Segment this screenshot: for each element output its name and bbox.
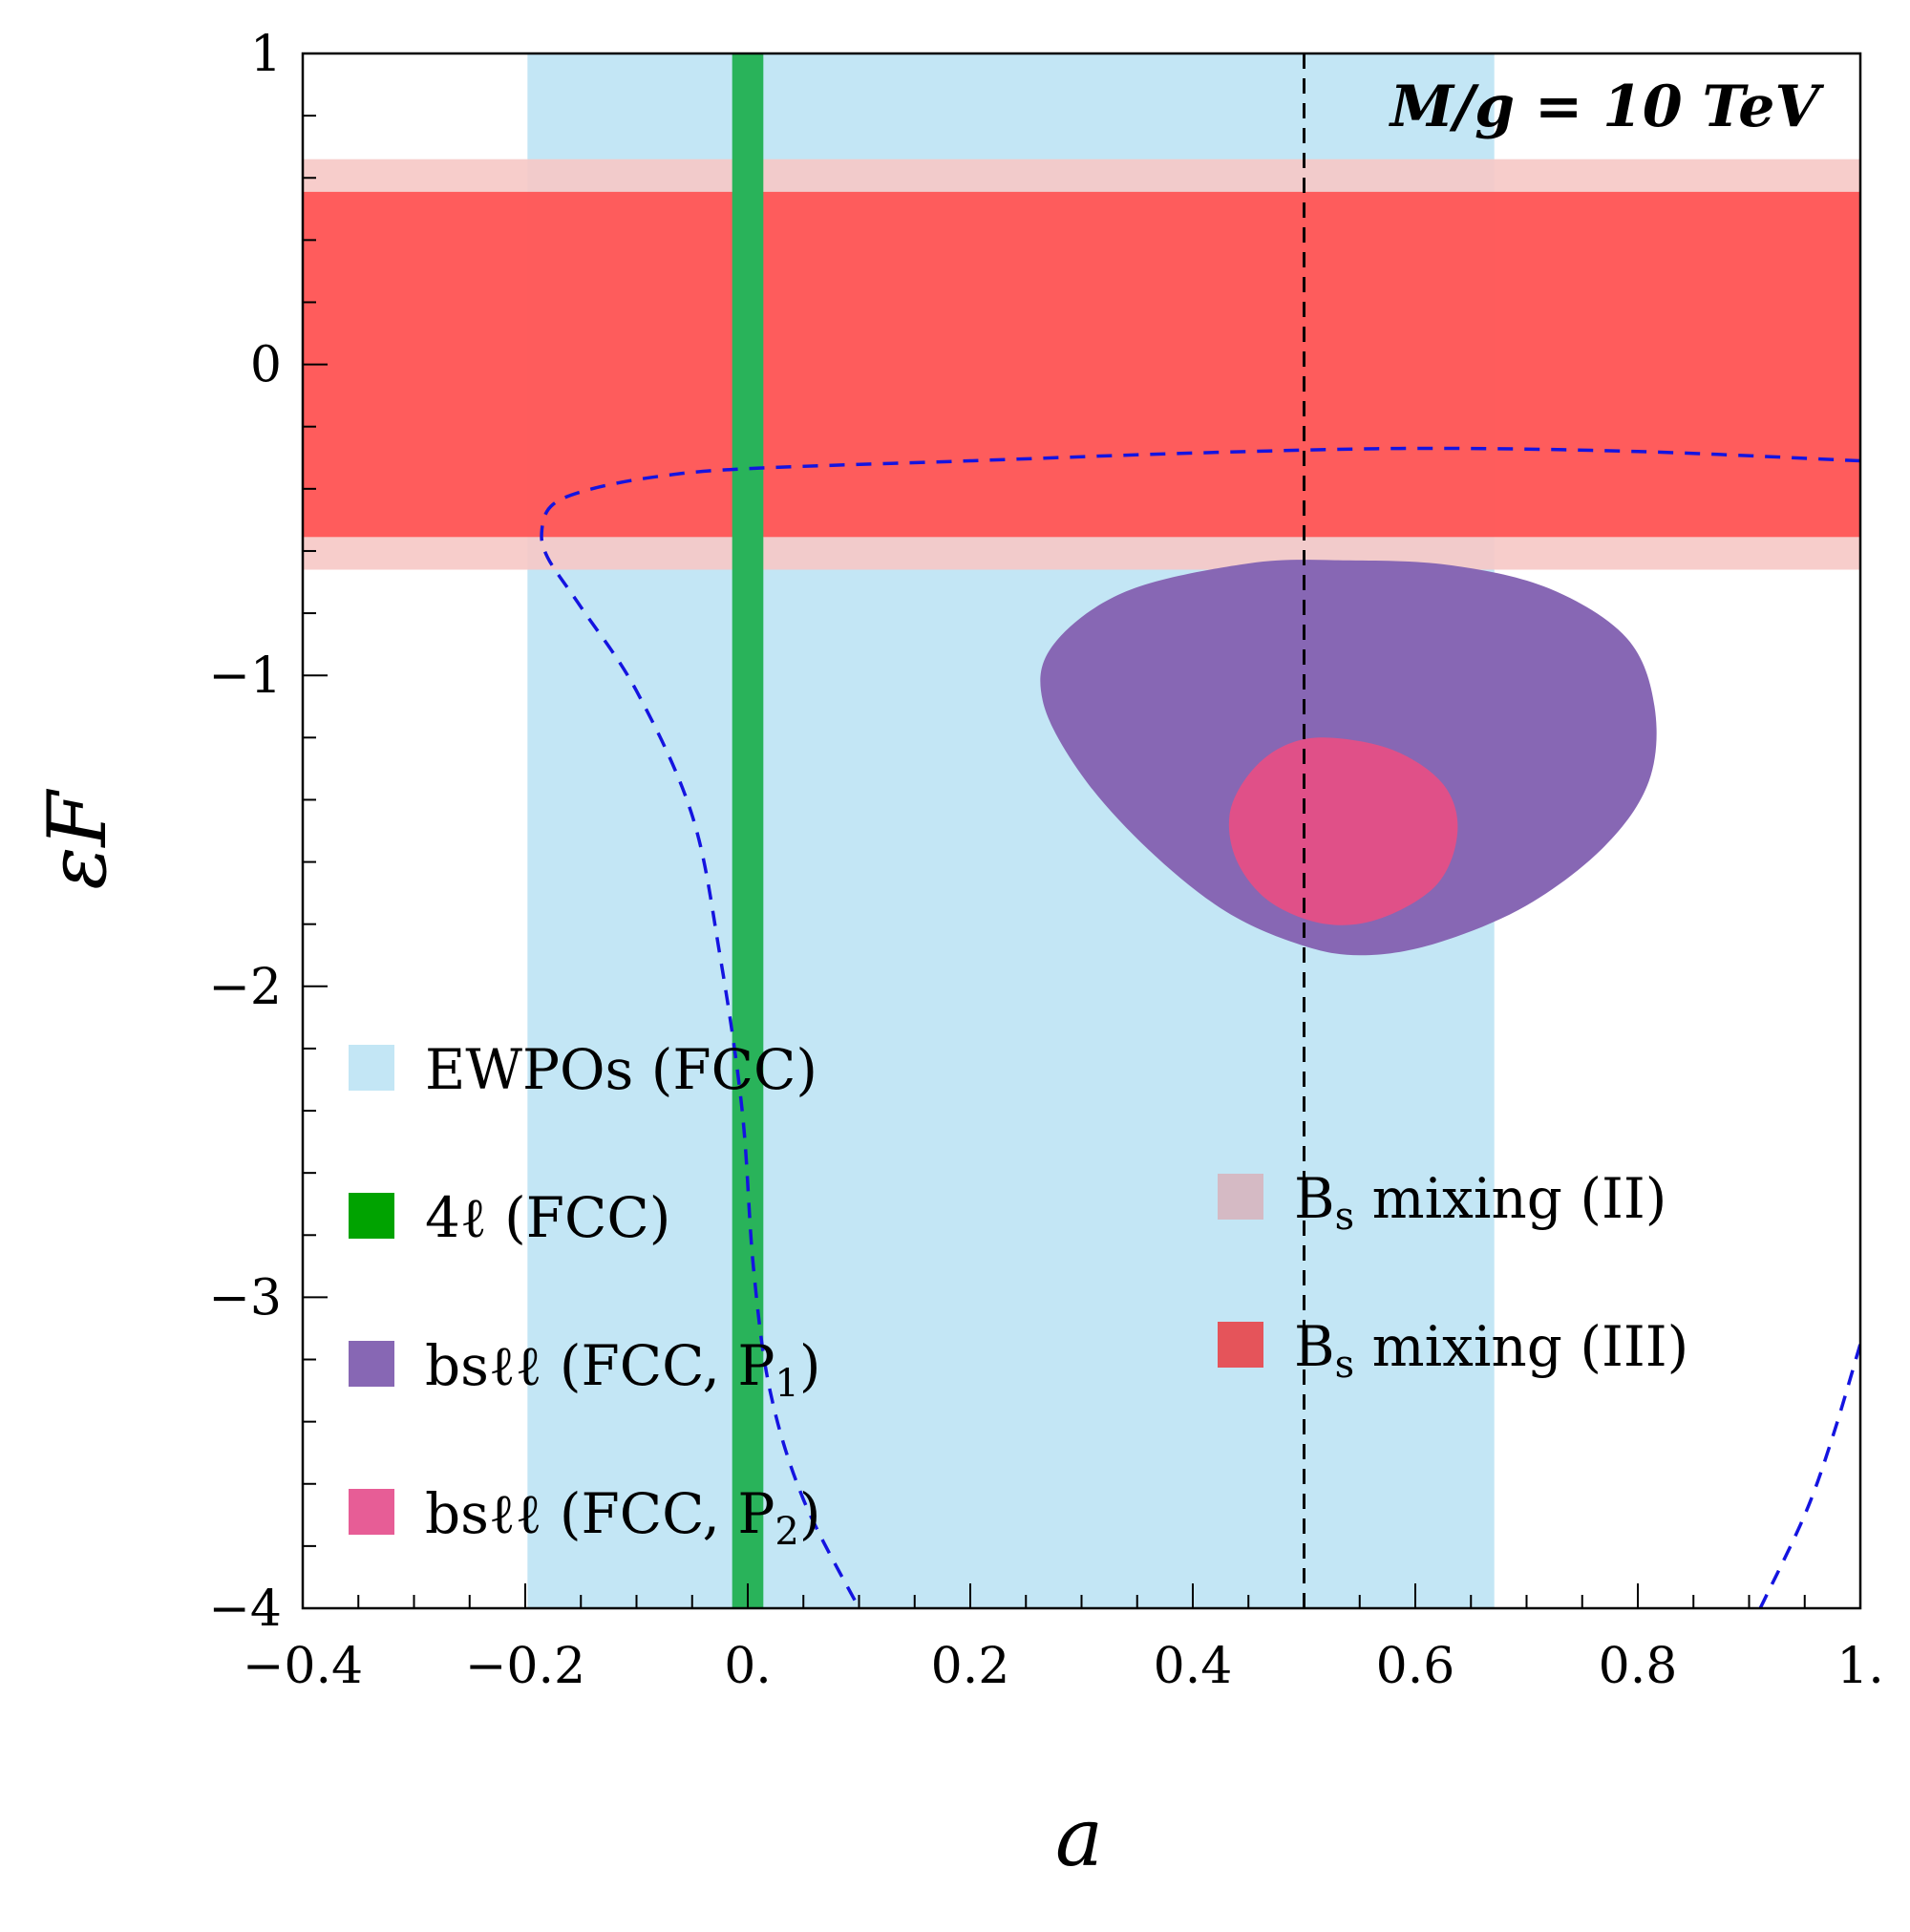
legend-label-right-1: Bs mixing (III) <box>1294 1314 1688 1387</box>
legend-swatch-left-0 <box>349 1045 394 1091</box>
x-tick-label: 0.8 <box>1599 1638 1678 1695</box>
y-tick-label: −1 <box>208 648 282 705</box>
legend-label-left-0: EWPOs (FCC) <box>425 1037 817 1102</box>
legend-label-right-0: Bs mixing (II) <box>1294 1166 1666 1239</box>
legend-swatch-right-1 <box>1218 1322 1263 1368</box>
legend-swatch-left-3 <box>349 1489 394 1535</box>
legend: EWPOs (FCC) 4ℓ (FCC) bsℓℓ (FCC, P1) bsℓℓ (F… <box>349 1037 1688 1554</box>
mass-scale-annotation: M/g = 10 TeV <box>1389 74 1825 140</box>
x-tick-label: 0. <box>724 1638 772 1695</box>
region-5 <box>1228 737 1458 925</box>
legend-label-left-2: bsℓℓ (FCC, P1) <box>425 1333 820 1406</box>
legend-swatch-left-1 <box>349 1193 394 1239</box>
plot-curves <box>540 53 1860 1608</box>
band-2 <box>303 191 1860 538</box>
dashed-curve-6 <box>540 446 1860 1608</box>
legend-swatch-right-0 <box>1218 1174 1263 1220</box>
y-tick-label: −3 <box>208 1269 282 1327</box>
y-tick-label: 0 <box>250 337 282 394</box>
x-axis-title: a <box>1055 1791 1103 1884</box>
x-tick-label: −0.2 <box>465 1638 585 1695</box>
axis-tick-labels: −0.4 −0.2 0. 0.2 0.4 0.6 0.8 1. 1 0 −1 −2 −3 −4 <box>208 26 1883 1695</box>
x-tick-label: −0.4 <box>243 1638 363 1695</box>
legend-swatch-left-2 <box>349 1341 394 1387</box>
y-tick-label: −4 <box>208 1581 282 1638</box>
y-tick-label: −2 <box>208 959 282 1016</box>
legend-label-left-3: bsℓℓ (FCC, P2) <box>425 1481 820 1554</box>
x-tick-label: 1. <box>1836 1638 1884 1695</box>
dashed-curve-7 <box>1758 1343 1860 1608</box>
band-3 <box>732 53 764 1608</box>
x-tick-label: 0.4 <box>1154 1638 1233 1695</box>
plot-regions <box>303 53 1860 1608</box>
y-tick-label: 1 <box>250 26 282 83</box>
legend-label-left-1: 4ℓ (FCC) <box>425 1185 670 1250</box>
x-tick-label: 0.2 <box>931 1638 1010 1695</box>
x-tick-label: 0.6 <box>1376 1638 1455 1695</box>
y-axis-title: εF <box>31 789 124 890</box>
axis-ticks <box>302 53 1861 1609</box>
